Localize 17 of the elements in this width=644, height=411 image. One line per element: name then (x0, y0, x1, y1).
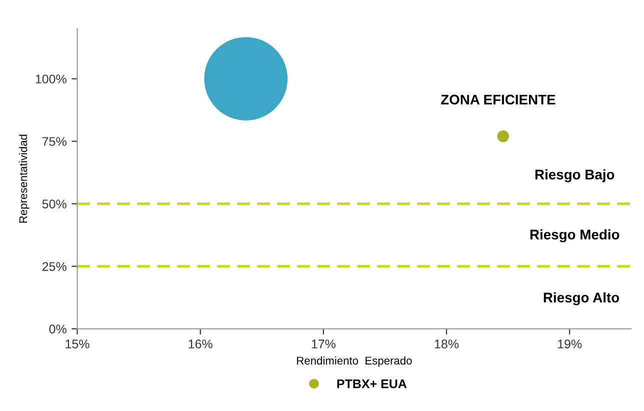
annotation: ZONA EFICIENTE (441, 94, 556, 105)
y-tick-label: 50% (42, 200, 66, 208)
y-axis-title: Representatividad (18, 134, 30, 223)
x-tick-label: 16% (188, 340, 212, 348)
y-tick-label: 100% (36, 74, 66, 84)
y-tick-label: 75% (42, 137, 66, 146)
x-tick-label: 19% (558, 340, 582, 348)
annotation: Riesgo Alto (544, 292, 620, 306)
legend-label: PTBX+ EUA (337, 380, 407, 388)
annotation: Riesgo Bajo (535, 169, 614, 182)
x-tick-label: 15% (66, 340, 90, 348)
y-tick-label: 0% (49, 324, 66, 334)
y-tick-label: 25% (42, 262, 66, 271)
x-tick-label: 17% (312, 340, 336, 348)
annotation: Riesgo Medio (530, 229, 620, 242)
x-axis-title: Rendimiento Esperado (297, 356, 412, 367)
x-tick-label: 18% (434, 340, 459, 348)
